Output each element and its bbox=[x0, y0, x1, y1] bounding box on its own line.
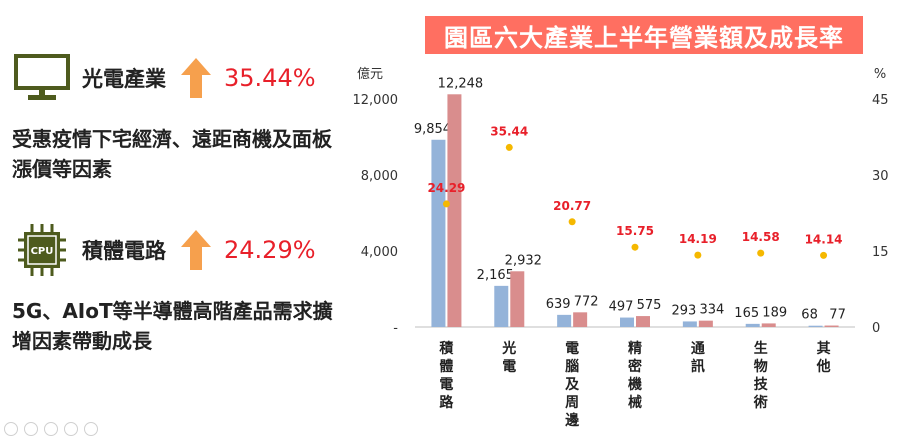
y-left-unit: 億元 bbox=[357, 66, 383, 82]
highlight-description: 受惠疫情下宅經濟、遠距商機及面板漲價等因素 bbox=[12, 127, 332, 181]
highlights-panel: 光電產業 35.44% 受惠疫情下宅經濟、遠距商機及面板漲價等因素 CPU 積體… bbox=[0, 0, 340, 440]
bar bbox=[573, 312, 588, 327]
cpu-chip-icon: CPU bbox=[18, 224, 66, 276]
x-tick-label: 電 bbox=[502, 358, 516, 375]
x-tick-label: 其 bbox=[817, 341, 831, 357]
monitor-icon bbox=[14, 54, 70, 100]
chart-title: 園區六大產業上半年營業額及成長率 bbox=[425, 16, 863, 54]
bar-value-label: 293 bbox=[671, 303, 696, 318]
more-options-icon[interactable] bbox=[84, 422, 98, 436]
bar-value-label: 497 bbox=[609, 300, 634, 315]
growth-label: 14.14 bbox=[805, 232, 843, 246]
bar-value-label: 165 bbox=[734, 306, 759, 321]
growth-point bbox=[757, 249, 765, 257]
bar bbox=[494, 285, 509, 327]
growth-label: 24.29 bbox=[427, 181, 465, 195]
x-tick-label: 體 bbox=[439, 358, 453, 375]
bar-value-label: 12,248 bbox=[438, 76, 484, 91]
bar-value-label: 77 bbox=[829, 308, 846, 323]
bar bbox=[636, 316, 650, 327]
bar bbox=[698, 320, 713, 327]
highlight-name: 光電產業 bbox=[82, 67, 166, 91]
bar-value-label: 2,932 bbox=[505, 253, 542, 268]
bar-value-label: 9,854 bbox=[414, 122, 451, 137]
highlight-description: 5G、AIoT等半導體高階產品需求擴增因素帶動成長 bbox=[12, 299, 333, 353]
revenue-growth-chart: 億元 % - 4,000 8,000 12,000 0 15 30 45 9,854 12,248 24… bbox=[353, 66, 889, 429]
x-tick-label: 邊 bbox=[565, 412, 580, 429]
x-tick-label: 技 bbox=[754, 376, 769, 393]
arrow-up-icon bbox=[181, 230, 211, 270]
highlight-name: 積體電路 bbox=[82, 239, 166, 263]
x-tick-label: 械 bbox=[628, 394, 642, 411]
bar bbox=[447, 94, 462, 327]
x-tick-label: 機 bbox=[628, 376, 642, 393]
bar-value-label: 68 bbox=[801, 308, 818, 323]
bar bbox=[682, 321, 697, 327]
zoom-icon[interactable] bbox=[64, 422, 78, 436]
growth-label: 15.75 bbox=[616, 224, 654, 238]
growth-point bbox=[820, 251, 828, 259]
y-right-tick-label: 30 bbox=[872, 169, 889, 184]
x-tick-label: 電 bbox=[439, 376, 453, 393]
growth-point bbox=[442, 200, 450, 208]
x-tick-label: 術 bbox=[753, 394, 768, 411]
growth-point bbox=[505, 143, 513, 151]
growth-label: 14.58 bbox=[742, 230, 780, 244]
y-right-tick-label: 15 bbox=[872, 245, 889, 260]
x-tick-label: 腦 bbox=[565, 358, 579, 375]
growth-label: 35.44 bbox=[490, 124, 528, 138]
y-right-tick-label: 0 bbox=[872, 321, 880, 336]
y-left-tick-label: - bbox=[393, 321, 398, 336]
growth-label: 14.19 bbox=[679, 232, 717, 246]
x-tick-label: 精 bbox=[628, 340, 642, 357]
growth-label: 20.77 bbox=[553, 199, 591, 213]
bar bbox=[431, 139, 446, 327]
bar-value-label: 189 bbox=[762, 305, 787, 320]
x-tick-label: 密 bbox=[627, 358, 642, 375]
bar-value-label: 334 bbox=[699, 303, 724, 318]
prev-slide-icon[interactable] bbox=[4, 422, 18, 436]
bar bbox=[620, 317, 634, 327]
x-tick-label: 積 bbox=[438, 340, 454, 357]
bar bbox=[510, 271, 525, 327]
bar bbox=[557, 314, 572, 327]
y-left-tick-label: 8,000 bbox=[361, 169, 398, 184]
x-tick-label: 訊 bbox=[691, 358, 705, 375]
x-tick-label: 通 bbox=[691, 341, 705, 357]
bar bbox=[761, 323, 776, 327]
x-tick-label: 光 bbox=[501, 340, 516, 357]
x-tick-label: 路 bbox=[439, 394, 454, 411]
x-tick-label: 及 bbox=[565, 377, 580, 393]
x-tick-label: 生 bbox=[754, 340, 768, 357]
bar-value-label: 639 bbox=[546, 297, 571, 312]
arrow-up-icon bbox=[181, 58, 211, 98]
bar-value-label: 575 bbox=[637, 298, 662, 313]
slide-toolbar bbox=[4, 422, 98, 436]
bar-value-label: 2,165 bbox=[477, 268, 514, 283]
bar bbox=[824, 325, 839, 327]
bar bbox=[808, 325, 823, 327]
cpu-label: CPU bbox=[31, 246, 54, 257]
highlight-rate: 35.44% bbox=[224, 64, 316, 92]
highlight-rate: 24.29% bbox=[224, 236, 316, 264]
highlight-ic: CPU 積體電路 24.29% bbox=[12, 222, 316, 278]
pen-icon[interactable] bbox=[24, 422, 38, 436]
y-right-tick-label: 45 bbox=[872, 93, 889, 108]
bar bbox=[745, 323, 760, 327]
growth-point bbox=[631, 243, 639, 251]
x-tick-label: 物 bbox=[754, 358, 768, 375]
x-tick-label: 電 bbox=[565, 340, 579, 357]
y-right-unit: % bbox=[874, 67, 886, 82]
growth-point bbox=[568, 218, 576, 226]
bar-value-label: 772 bbox=[574, 294, 599, 309]
y-left-tick-label: 4,000 bbox=[361, 245, 398, 260]
x-tick-label: 周 bbox=[565, 395, 579, 411]
y-left-tick-label: 12,000 bbox=[353, 93, 399, 108]
growth-point bbox=[694, 251, 702, 259]
x-tick-label: 他 bbox=[816, 358, 831, 375]
highlight-optoelectronics: 光電產業 35.44% bbox=[12, 50, 316, 106]
slides-icon[interactable] bbox=[44, 422, 58, 436]
